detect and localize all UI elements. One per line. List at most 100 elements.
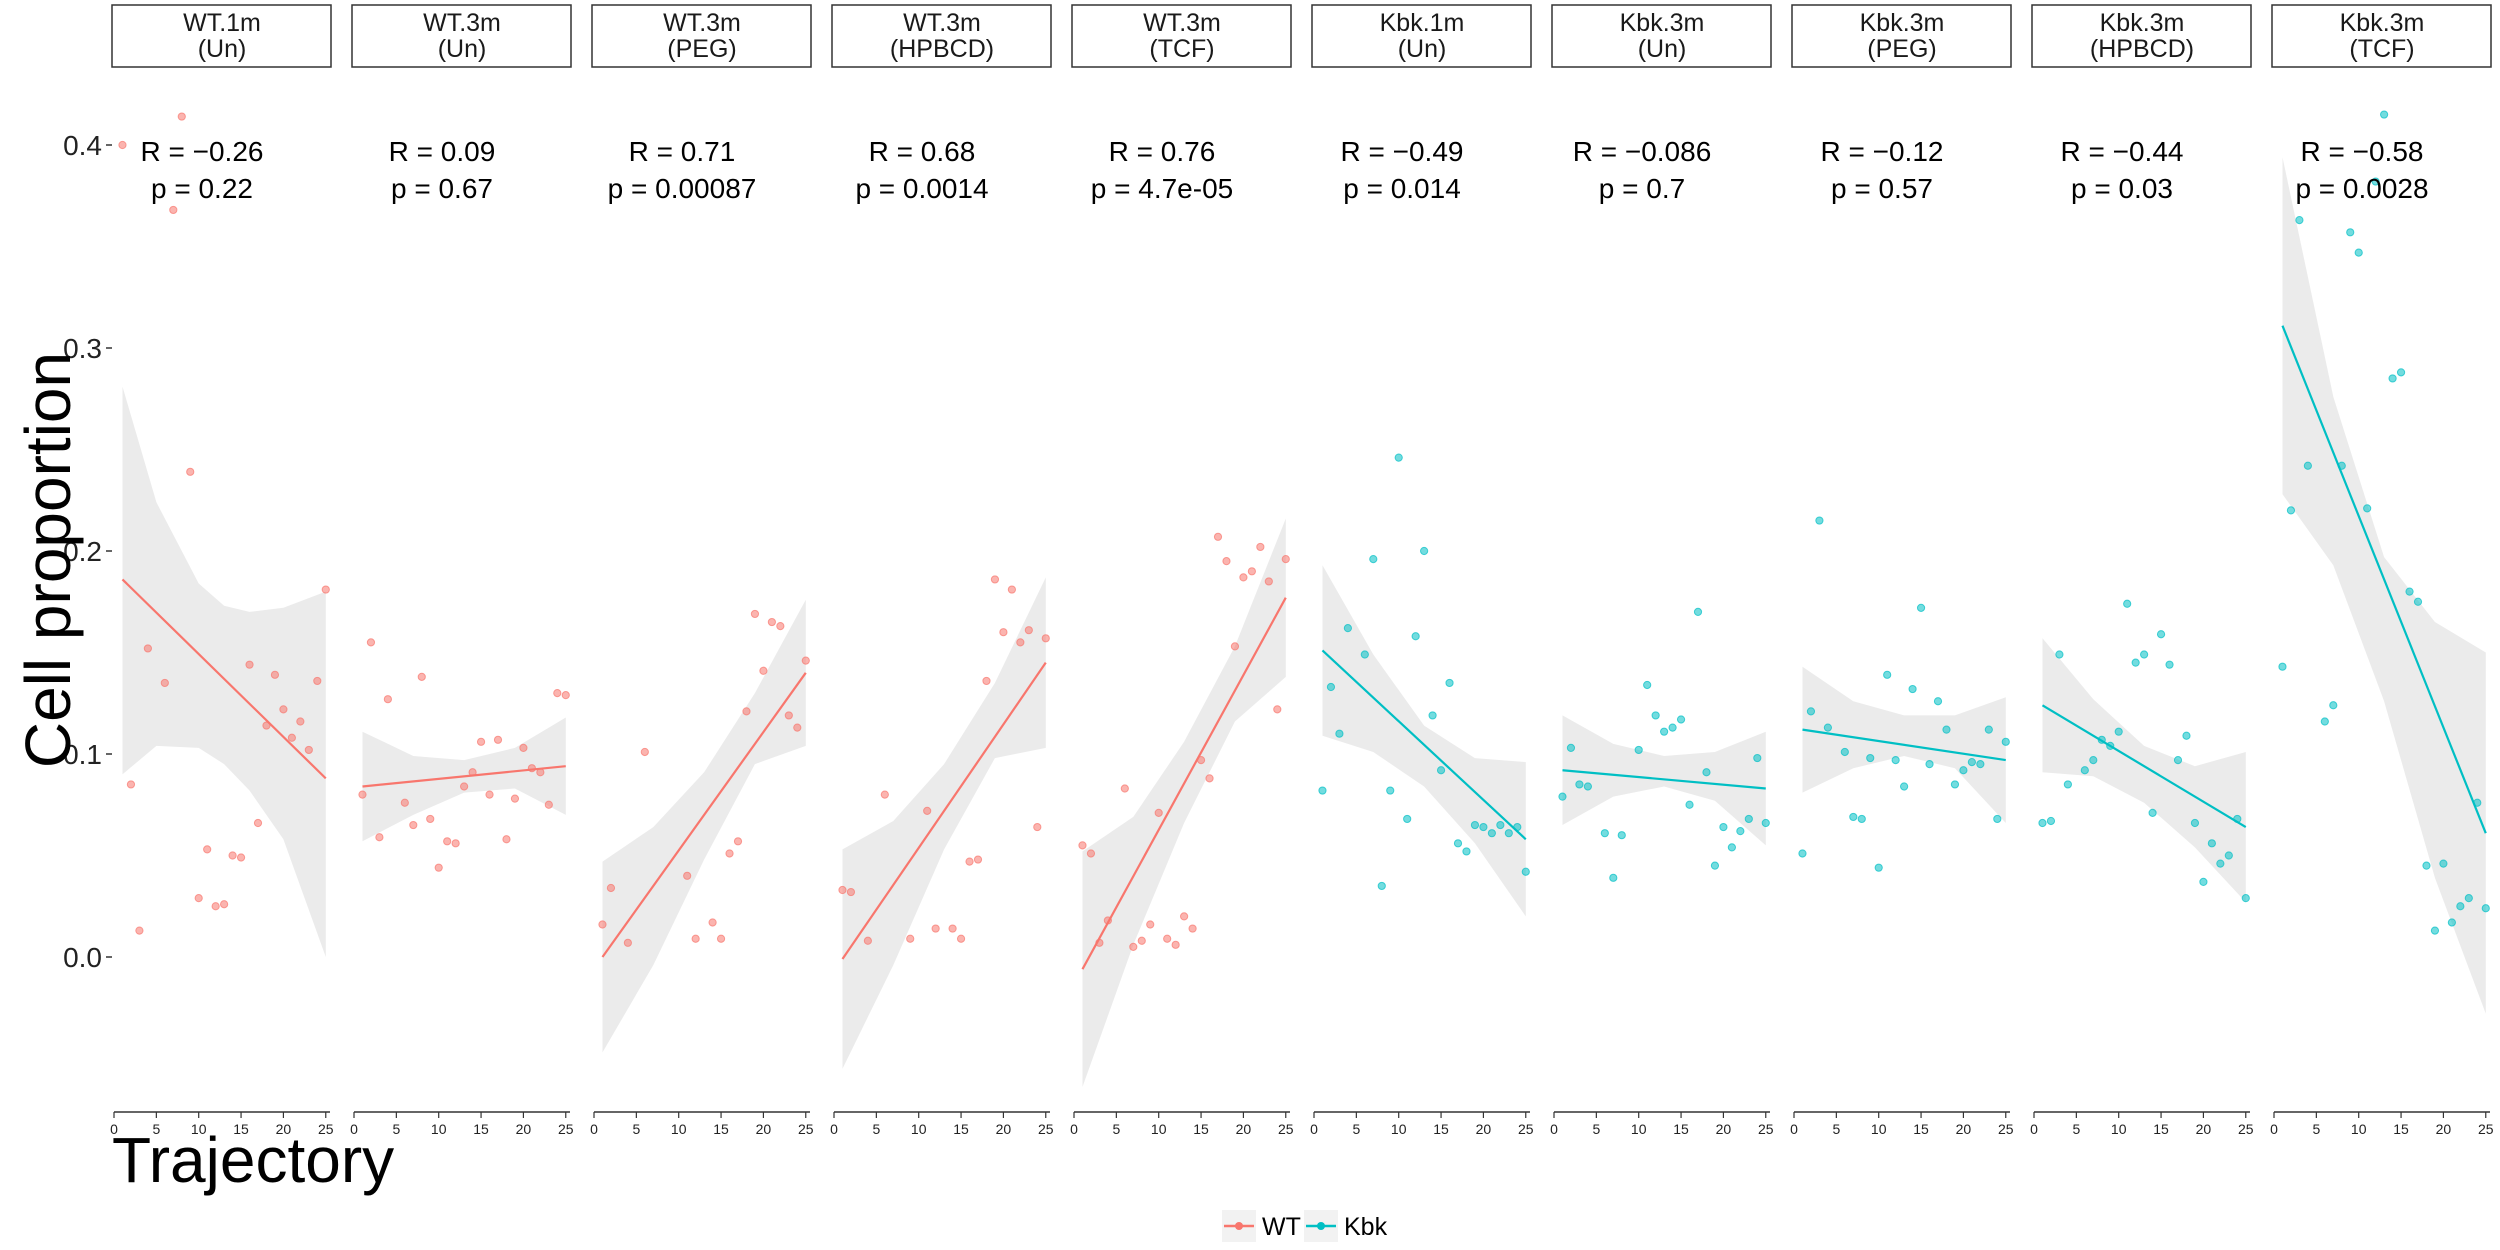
facet-strip bbox=[831, 4, 1052, 68]
x-tick-label: 15 bbox=[1673, 1121, 1689, 1137]
data-point bbox=[2371, 177, 2380, 186]
facet-strip-label: (Un) bbox=[438, 35, 487, 63]
facet-strip bbox=[1791, 4, 2012, 68]
data-point bbox=[1504, 829, 1513, 838]
data-point bbox=[973, 855, 983, 864]
x-tick-label: 5 bbox=[1112, 1121, 1120, 1137]
x-tick-label: 20 bbox=[1716, 1121, 1732, 1137]
data-point bbox=[270, 670, 280, 679]
data-point bbox=[1866, 753, 1875, 763]
data-point bbox=[931, 924, 940, 933]
data-point bbox=[1222, 557, 1231, 566]
legend-item: Kbk bbox=[1304, 1210, 1388, 1242]
data-point bbox=[1660, 727, 1669, 736]
data-point bbox=[2165, 660, 2174, 669]
data-point bbox=[544, 800, 553, 809]
panel: Kbk.1m(Un) R = −0.49 p = 0.014 0 5 10 15 20 25 bbox=[1310, 4, 1534, 1137]
data-point bbox=[1041, 634, 1050, 643]
y-tick-label: 0.2 bbox=[63, 536, 102, 567]
data-point bbox=[1479, 822, 1488, 832]
data-point bbox=[1188, 924, 1197, 933]
data-point bbox=[2140, 650, 2149, 659]
data-point bbox=[1470, 820, 1480, 830]
facet-strip-label: (Un) bbox=[1398, 35, 1447, 63]
correlation-p-label: p = 0.0014 bbox=[855, 173, 988, 204]
data-point bbox=[2131, 658, 2140, 667]
facet-strip-label: WT.3m bbox=[1143, 9, 1221, 37]
x-tick-label: 10 bbox=[1151, 1121, 1167, 1137]
data-point bbox=[1436, 766, 1446, 775]
panel: Kbk.3m(TCF) R = −0.58 p = 0.0028 0 5 10 15 20 25 bbox=[2270, 4, 2494, 1137]
regression-line bbox=[1081, 597, 1287, 970]
data-point bbox=[982, 676, 991, 686]
correlation-r-label: R = −0.58 bbox=[2301, 136, 2424, 167]
data-point bbox=[177, 112, 186, 121]
data-point bbox=[2286, 506, 2296, 515]
x-tick-label: 20 bbox=[2196, 1121, 2212, 1137]
data-point bbox=[1496, 820, 1505, 830]
confidence-band bbox=[122, 386, 326, 958]
x-tick-label: 25 bbox=[1278, 1121, 1294, 1137]
data-point bbox=[409, 820, 418, 830]
data-point bbox=[434, 863, 443, 872]
legend-label: Kbk bbox=[1344, 1213, 1388, 1241]
data-point bbox=[1600, 829, 1609, 838]
legend: WT Kbk bbox=[1222, 1210, 1388, 1242]
x-tick-label: 25 bbox=[2238, 1121, 2254, 1137]
data-point bbox=[2106, 741, 2115, 750]
facet-strip bbox=[2271, 4, 2492, 68]
data-point bbox=[1086, 849, 1096, 858]
data-point bbox=[1761, 818, 1770, 828]
x-tick-label: 0 bbox=[2270, 1121, 2278, 1137]
data-point bbox=[2346, 228, 2355, 237]
data-point bbox=[460, 782, 469, 791]
x-tick-label: 25 bbox=[1998, 1121, 2014, 1137]
data-point bbox=[211, 902, 220, 911]
data-point bbox=[623, 938, 632, 947]
data-point bbox=[194, 894, 203, 903]
data-point bbox=[742, 707, 751, 716]
data-point bbox=[606, 883, 616, 893]
data-point bbox=[1453, 839, 1463, 848]
facet-strip-label: Kbk.3m bbox=[2340, 9, 2425, 37]
x-tick-label: 25 bbox=[2478, 1121, 2494, 1137]
data-point bbox=[383, 695, 392, 704]
data-point bbox=[1710, 861, 1720, 870]
data-point bbox=[366, 638, 376, 647]
data-point bbox=[1815, 516, 1824, 525]
data-point bbox=[1205, 774, 1214, 783]
data-point bbox=[784, 711, 793, 720]
data-point bbox=[1984, 725, 1993, 734]
data-point bbox=[1137, 936, 1146, 945]
data-point bbox=[965, 857, 974, 866]
data-point bbox=[304, 745, 313, 755]
correlation-p-label: p = 0.22 bbox=[151, 173, 253, 204]
x-tick-label: 5 bbox=[392, 1121, 400, 1137]
correlation-r-label: R = 0.68 bbox=[869, 136, 976, 167]
correlation-p-label: p = 0.00087 bbox=[608, 173, 757, 204]
data-point bbox=[1558, 792, 1567, 801]
data-point bbox=[1256, 542, 1265, 552]
data-point bbox=[1445, 678, 1454, 688]
data-point bbox=[2080, 766, 2089, 775]
data-point bbox=[1840, 747, 1849, 757]
data-point bbox=[1095, 938, 1104, 947]
facet-strip-label: Kbk.3m bbox=[1620, 9, 1705, 37]
x-tick-label: 20 bbox=[276, 1121, 292, 1137]
x-tick-label: 0 bbox=[1790, 1121, 1798, 1137]
data-point bbox=[135, 926, 144, 935]
x-tick-label: 20 bbox=[1236, 1121, 1252, 1137]
x-tick-label: 5 bbox=[1592, 1121, 1600, 1137]
data-point bbox=[287, 733, 296, 742]
data-point bbox=[2405, 587, 2414, 596]
regression-line bbox=[841, 662, 1047, 960]
facet-strip-label: Kbk.3m bbox=[1860, 9, 1945, 37]
data-point bbox=[2337, 461, 2346, 470]
data-point bbox=[1651, 711, 1660, 720]
data-point bbox=[1273, 705, 1282, 714]
x-tick-label: 15 bbox=[2153, 1121, 2169, 1137]
data-point bbox=[2278, 662, 2287, 671]
data-point bbox=[1521, 867, 1530, 876]
data-point bbox=[2046, 816, 2056, 826]
x-tick-label: 25 bbox=[558, 1121, 574, 1137]
